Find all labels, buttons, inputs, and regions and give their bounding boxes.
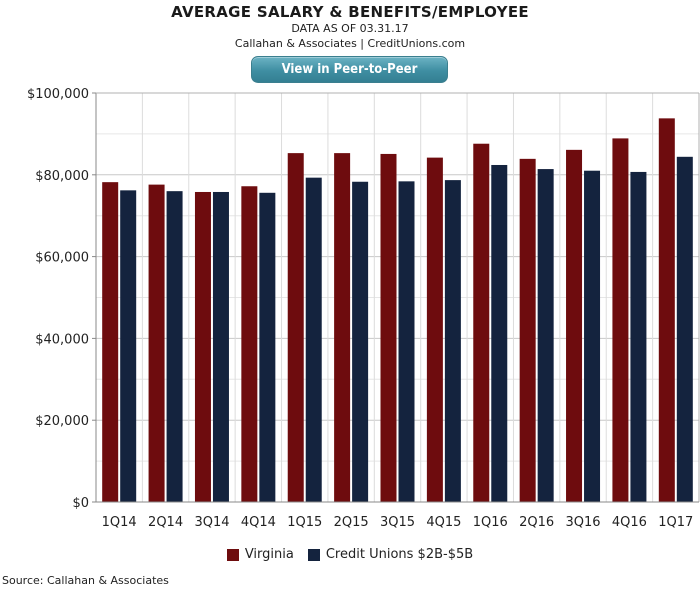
chart-title: AVERAGE SALARY & BENEFITS/EMPLOYEE: [171, 3, 529, 21]
bar-virginia-2q15: [334, 153, 351, 503]
y-tick-label-100000: $100,000: [27, 87, 89, 102]
y-tick-labels: $0 $20,000 $40,000 $60,000 $80,000 $100,000: [27, 87, 96, 511]
legend-label-credit-unions: Credit Unions $2B-$5B: [325, 547, 474, 562]
legend-swatch-virginia: [226, 548, 239, 561]
x-tick-label-2q14: 2Q14: [148, 515, 183, 530]
x-tick-label-3q16: 3Q16: [566, 515, 601, 530]
bar-virginia-1q15: [287, 153, 304, 503]
bar-credit-unions-1q16: [491, 164, 508, 502]
bar-credit-unions-2q16: [537, 169, 554, 502]
x-tick-label-3q15: 3Q15: [380, 515, 415, 530]
bar-credit-unions-1q17: [676, 156, 693, 502]
bar-virginia-4q16: [612, 138, 629, 503]
y-tick-label-0: $0: [72, 496, 89, 511]
bar-credit-unions-3q15: [398, 181, 415, 502]
legend-label-virginia: Virginia: [244, 547, 294, 562]
bar-credit-unions-3q14: [212, 191, 229, 502]
bar-virginia-4q14: [241, 186, 258, 502]
bar-virginia-3q15: [380, 153, 397, 503]
x-tick-label-4q15: 4Q15: [426, 515, 461, 530]
x-tick-label-4q16: 4Q16: [612, 515, 647, 530]
legend-item-credit-unions[interactable]: Credit Unions $2B-$5B: [307, 547, 474, 562]
x-tick-label-4q14: 4Q14: [241, 515, 276, 530]
byline: Callahan & Associates | CreditUnions.com: [234, 37, 466, 50]
x-tick-label-3q14: 3Q14: [194, 515, 229, 530]
legend-item-virginia[interactable]: Virginia: [226, 547, 294, 562]
grid-lines: [96, 92, 699, 503]
legend: Virginia Credit Unions $2B-$5B: [0, 547, 700, 562]
bar-virginia-1q17: [658, 118, 675, 502]
bar-virginia-3q14: [194, 191, 211, 502]
y-tick-label-40000: $40,000: [35, 332, 89, 347]
bar-credit-unions-2q14: [166, 191, 183, 502]
bar-chart: $0 $20,000 $40,000 $60,000 $80,000 $100,000 1…: [27, 87, 700, 530]
y-tick-label-80000: $80,000: [35, 169, 89, 184]
bar-credit-unions-4q15: [444, 180, 461, 502]
x-tick-label-1q15: 1Q15: [287, 515, 322, 530]
legend-swatch-credit-unions: [307, 548, 320, 561]
bars: [102, 118, 693, 503]
x-tick-labels: 1Q14 2Q14 3Q14 4Q14 1Q15 2Q15 3Q15 4Q15 1Q16 2Q16…: [102, 515, 694, 530]
bar-virginia-3q16: [566, 149, 583, 502]
bar-virginia-1q16: [473, 143, 490, 502]
bar-virginia-2q14: [148, 184, 165, 502]
bar-credit-unions-3q16: [584, 170, 601, 502]
bar-credit-unions-4q14: [259, 192, 276, 502]
x-tick-label-2q16: 2Q16: [519, 515, 554, 530]
bar-virginia-2q16: [519, 158, 536, 502]
y-tick-label-20000: $20,000: [35, 414, 89, 429]
axes: [95, 92, 700, 503]
x-tick-label-1q17: 1Q17: [658, 515, 693, 530]
view-in-peer-to-peer-button[interactable]: View in Peer-to-Peer: [251, 56, 448, 83]
bar-virginia-1q14: [102, 182, 119, 503]
x-tick-label-1q16: 1Q16: [473, 515, 508, 530]
bar-credit-unions-2q15: [352, 181, 369, 503]
bar-credit-unions-1q14: [120, 190, 137, 503]
y-tick-label-60000: $60,000: [35, 251, 89, 266]
bar-virginia-4q15: [426, 157, 443, 502]
source-note: Source: Callahan & Associates: [2, 574, 169, 587]
x-tick-label-2q15: 2Q15: [334, 515, 369, 530]
bar-credit-unions-1q15: [305, 177, 322, 502]
x-tick-label-1q14: 1Q14: [102, 515, 137, 530]
bar-credit-unions-4q16: [630, 171, 647, 502]
data-date: DATA AS OF 03.31.17: [291, 22, 409, 35]
